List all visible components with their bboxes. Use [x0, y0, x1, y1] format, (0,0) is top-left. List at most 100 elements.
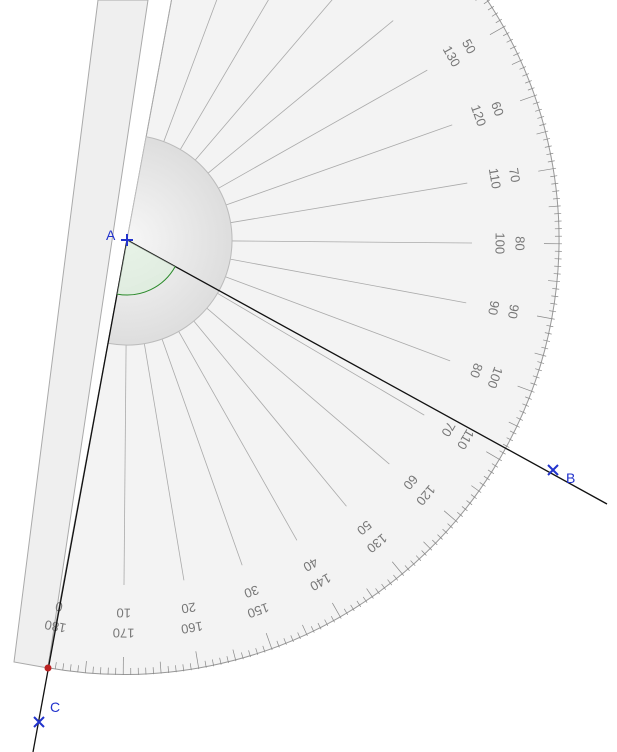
- arc-tick: [548, 205, 561, 208]
- arc-tick: [447, 523, 454, 529]
- arc-tick: [551, 182, 559, 185]
- arc-tick: [362, 596, 368, 603]
- scale-label: 150: [245, 600, 270, 621]
- arc-tick: [537, 116, 545, 119]
- arc-tick: [442, 528, 448, 535]
- arc-tick: [92, 666, 94, 674]
- scale-label: 70: [438, 419, 458, 439]
- label-c: C: [50, 699, 60, 715]
- arc-tick: [548, 280, 561, 283]
- arc-tick: [541, 346, 549, 350]
- arc-tick: [310, 626, 315, 633]
- scale-label: 110: [486, 167, 504, 190]
- arc-tick: [519, 66, 527, 70]
- arc-tick: [62, 663, 65, 671]
- ray-line: [231, 240, 472, 244]
- arc-tick: [366, 588, 374, 599]
- arc-tick: [159, 661, 162, 674]
- ray-ab: [126, 239, 608, 505]
- arc-tick: [534, 352, 547, 357]
- arc-tick: [241, 652, 244, 660]
- scale-label: 160: [180, 618, 204, 636]
- arc-tick: [479, 482, 486, 487]
- ray-line: [193, 320, 347, 507]
- label-a: A: [106, 227, 116, 243]
- scale-label: 90: [485, 300, 502, 317]
- arc-tick: [552, 190, 560, 192]
- ruler-point: [44, 664, 52, 672]
- arc-tick: [522, 73, 530, 77]
- ray-line: [218, 69, 428, 189]
- arc-tick: [491, 12, 499, 17]
- arc-tick: [404, 565, 410, 572]
- arc-tick: [189, 663, 192, 671]
- arc-ticks: [47, 0, 562, 675]
- arc-tick: [317, 622, 322, 630]
- arc-tick: [553, 273, 561, 275]
- arc-tick: [517, 385, 535, 393]
- arc-tick: [77, 665, 79, 673]
- point-c: [33, 716, 45, 728]
- arc-tick: [536, 130, 549, 135]
- ray-line: [225, 124, 453, 206]
- arc-tick: [509, 45, 517, 50]
- arc-tick: [332, 602, 342, 619]
- arc-tick: [262, 645, 266, 653]
- arc-tick: [297, 632, 301, 640]
- arc-tick: [536, 315, 555, 320]
- arc-tick: [537, 361, 545, 364]
- ray-line: [225, 276, 451, 362]
- arc-tick: [506, 437, 514, 442]
- scale-label: 100: [484, 365, 506, 391]
- scale-label: 120: [468, 103, 489, 128]
- arc-tick: [544, 332, 552, 335]
- arc-tick: [527, 87, 535, 91]
- arc-tick: [255, 648, 259, 655]
- arc-tick: [387, 579, 393, 586]
- scale-label: 30: [242, 582, 261, 601]
- ray-line: [207, 20, 394, 174]
- arc-tick: [457, 511, 463, 517]
- arc-tick: [547, 160, 555, 163]
- arc-tick: [544, 145, 552, 148]
- scale-label: 80: [512, 236, 527, 251]
- scale-label: 170: [113, 625, 135, 640]
- arc-tick: [511, 59, 523, 65]
- arc-tick: [432, 539, 438, 546]
- ray-line: [123, 344, 127, 585]
- arc-tick: [543, 138, 551, 141]
- arc-tick: [502, 443, 510, 448]
- arc-tick: [530, 382, 538, 386]
- arc-tick: [421, 550, 427, 556]
- scale-label: 80: [467, 361, 486, 380]
- arc-tick: [461, 506, 468, 512]
- arc-tick: [466, 500, 473, 506]
- scale-labels: 1800170101602015030140401305012060110701…: [43, 36, 527, 640]
- arc-tick: [232, 649, 237, 662]
- arc-tick: [471, 485, 482, 493]
- arc-tick: [265, 632, 273, 651]
- arc-tick: [195, 651, 200, 670]
- arc-tick: [343, 608, 349, 615]
- arc-tick: [175, 665, 177, 673]
- arc-tick: [283, 638, 287, 645]
- scale-label: 10: [116, 605, 131, 620]
- arc-tick: [516, 417, 523, 421]
- arc-tick: [182, 664, 185, 672]
- arc-tick: [549, 310, 557, 313]
- arc-tick: [443, 510, 459, 523]
- arc-tick: [546, 324, 554, 328]
- arc-tick: [522, 403, 530, 407]
- arc-tick: [167, 665, 170, 674]
- arc-tick: [532, 375, 540, 379]
- arc-tick: [513, 52, 520, 57]
- arc-tick: [211, 659, 215, 667]
- angle-mark: [117, 266, 176, 296]
- arc-tick: [551, 295, 559, 298]
- ray-lines: [63, 0, 472, 585]
- ray-line: [143, 343, 185, 581]
- arc-tick: [538, 167, 557, 172]
- arc-tick: [483, 0, 490, 5]
